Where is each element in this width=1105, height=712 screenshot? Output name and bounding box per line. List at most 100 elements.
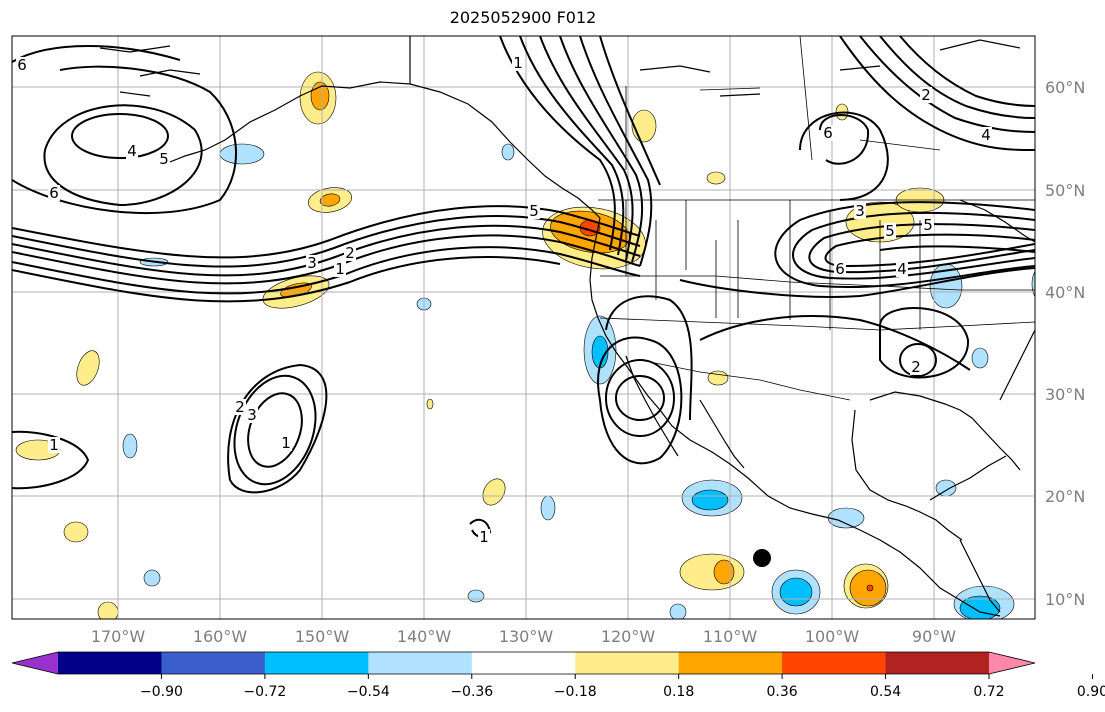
positive-anomaly-region <box>631 109 657 143</box>
negative-anomaly-region <box>467 589 485 603</box>
colorbar-tick-label: −0.36 <box>450 684 493 700</box>
longitude-tick-label: 90°W <box>912 627 956 646</box>
contour-label-bg <box>48 185 60 201</box>
contour-label: 4 <box>897 260 907 278</box>
positive-anomaly-region <box>482 478 506 506</box>
map-frame <box>11 35 1036 620</box>
contour-label: 2 <box>235 398 245 416</box>
contour-label: 6 <box>49 184 59 202</box>
contour-label-bg <box>834 261 846 277</box>
longitude-tick-label: 150°W <box>295 627 350 646</box>
contour-label: 5 <box>923 216 933 234</box>
positive-anomaly-region <box>706 171 726 185</box>
negative-anomaly-region <box>669 603 687 619</box>
contour-label: 4 <box>127 142 137 160</box>
contour-label: 3 <box>855 202 865 220</box>
contour-label: 1 <box>49 436 59 454</box>
contour-label: 5 <box>885 222 895 240</box>
map-title: 2025052900 F012 <box>449 8 597 27</box>
positive-anomaly-region <box>679 553 745 591</box>
contour-label: 6 <box>835 260 845 278</box>
colorbar-extend-max <box>989 652 1035 674</box>
positive-anomaly-region <box>866 584 874 592</box>
contour-label: 3 <box>247 406 257 424</box>
latitude-tick-label: 50°N <box>1045 181 1085 200</box>
colorbar-segment <box>58 652 162 674</box>
colorbar-tick-label: 0.90 <box>1077 684 1105 700</box>
longitude-tick-label: 120°W <box>601 627 656 646</box>
contour-label-bg <box>910 359 922 375</box>
contour-label-bg <box>234 399 246 415</box>
colorbar-segment <box>368 652 473 674</box>
positive-anomaly-region <box>707 370 729 386</box>
colorbar-tick-label: 0.18 <box>663 684 694 700</box>
contour-label: 5 <box>529 202 539 220</box>
colorbar-segment <box>264 652 369 674</box>
contour-label: 2 <box>921 86 931 104</box>
contour-label: 1 <box>513 54 523 72</box>
contour-label: 2 <box>911 358 921 376</box>
positive-anomaly-region <box>713 559 735 585</box>
latitude-tick-label: 60°N <box>1045 78 1085 97</box>
coastlines <box>99 36 1035 617</box>
contour-label-bg <box>884 223 896 239</box>
contour-label-bg <box>854 203 866 219</box>
contour-label-bg <box>48 437 60 453</box>
contour-label-bg <box>478 529 490 545</box>
longitude-tick-label: 160°W <box>193 627 248 646</box>
colorbar-segment <box>471 652 576 674</box>
longitude-tick-label: 130°W <box>499 627 554 646</box>
positive-anomaly-region <box>76 350 100 386</box>
contour-label-bg <box>922 217 934 233</box>
contour-label-bg <box>512 55 524 71</box>
colorbar-tick-label: 0.72 <box>973 684 1004 700</box>
colorbar-segment <box>161 652 266 674</box>
latitude-tick-label: 10°N <box>1045 590 1085 609</box>
colorbar-segment <box>678 652 783 674</box>
colorbar-tick-label: 0.54 <box>870 684 901 700</box>
contour-label-bg <box>306 255 318 271</box>
contour-label-bg <box>896 261 908 277</box>
contour-label: 2 <box>345 244 355 262</box>
contour-label: 6 <box>823 124 833 142</box>
contour-label-bg <box>528 203 540 219</box>
colorbar-segment <box>575 652 680 674</box>
contour-label-bg <box>16 57 28 73</box>
colorbar-tick-label: −0.72 <box>243 684 286 700</box>
longitude-tick-label: 100°W <box>805 627 860 646</box>
longitude-tick-label: 110°W <box>703 627 758 646</box>
negative-anomaly-region <box>540 495 556 521</box>
storm-center-marker <box>753 549 771 567</box>
contour-label: 1 <box>281 434 291 452</box>
colorbar-tick-label: −0.54 <box>347 684 390 700</box>
negative-anomaly-region <box>827 507 865 529</box>
longitude-labels: 170°W 160°W 150°W 140°W 130°W 120°W 110°W 100°W… <box>91 627 956 646</box>
negative-anomaly-region <box>219 143 265 165</box>
positive-anomaly-region <box>426 398 434 410</box>
negative-anomaly-region <box>971 347 989 369</box>
contour-label-bg <box>246 407 258 423</box>
latitude-labels: 60°N 50°N 40°N 30°N 20°N 10°N <box>1045 78 1085 609</box>
negative-anomaly-region <box>501 143 515 161</box>
negative-anomaly-region <box>959 595 1001 619</box>
height-contours <box>12 36 1035 538</box>
contour-label-bg <box>158 151 170 167</box>
contour-label-bg <box>280 435 292 451</box>
contour-label-bg <box>980 127 992 143</box>
contour-label: 3 <box>307 254 317 272</box>
latitude-tick-label: 30°N <box>1045 385 1085 404</box>
contour-label-bg <box>822 125 834 141</box>
negative-anomaly-region <box>935 479 957 497</box>
colorbar-outline <box>11 651 1036 675</box>
longitude-tick-label: 170°W <box>91 627 146 646</box>
colorbar: −0.90 −0.72 −0.54 −0.36 −0.18 0.18 0.36 0.54 0.7… <box>11 651 1105 700</box>
contour-label: 6 <box>17 56 27 74</box>
negative-anomaly-region <box>779 577 813 607</box>
positive-anomaly-region <box>319 193 341 207</box>
contour-label: 1 <box>479 528 489 546</box>
map-background <box>12 36 1035 619</box>
colorbar-tick-label: 0.36 <box>767 684 798 700</box>
contour-label-bg <box>334 261 346 277</box>
